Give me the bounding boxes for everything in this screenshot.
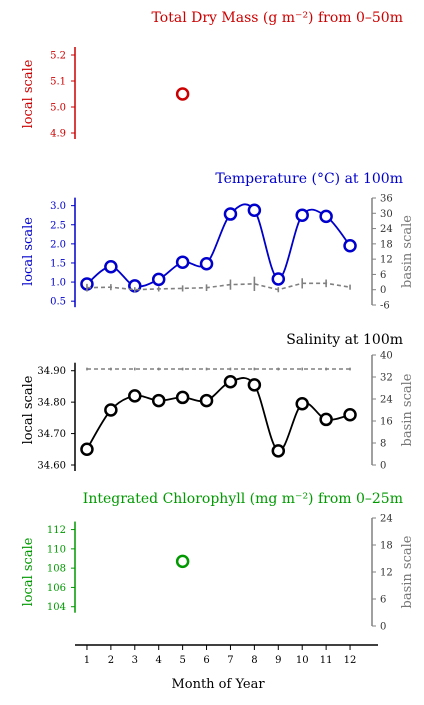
local-series-line	[86, 203, 351, 288]
left-y-tick-label: 34.70	[37, 429, 66, 440]
right-y-tick-label: 18	[380, 541, 393, 552]
left-y-tick-label: 0.5	[50, 297, 66, 308]
right-y-tick-label: 0	[380, 622, 386, 633]
data-point	[199, 256, 214, 271]
data-point	[104, 260, 118, 274]
data-point	[271, 272, 286, 286]
left-y-tick-label: 34.90	[37, 366, 66, 377]
right-y-tick-label: 18	[380, 239, 393, 250]
data-point	[175, 554, 190, 569]
left-y-axis-label: local scale	[21, 375, 36, 444]
local-series-line	[86, 377, 351, 452]
right-y-tick-label: 6	[380, 595, 386, 606]
data-point	[104, 403, 118, 417]
panel-title: Salinity at 100m	[286, 332, 403, 348]
x-tick-label: 1	[84, 655, 90, 666]
right-y-tick-label: 30	[380, 209, 393, 220]
left-y-axis-label: local scale	[21, 537, 36, 606]
right-y-axis-label: basin scale	[400, 215, 415, 288]
left-y-tick-label: 5.0	[50, 103, 66, 114]
left-y-tick-label: 4.9	[50, 129, 66, 140]
data-point	[223, 374, 238, 389]
data-point	[271, 444, 286, 458]
right-y-tick-label: 16	[380, 417, 393, 428]
right-y-tick-label: 24	[380, 514, 393, 525]
x-tick-label: 2	[108, 655, 114, 666]
right-y-tick-label: 32	[380, 373, 393, 384]
left-y-tick-label: 2.5	[50, 220, 66, 231]
left-y-tick-label: 1.0	[50, 278, 66, 289]
left-y-tick-label: 5.2	[50, 51, 66, 62]
data-point	[343, 407, 357, 422]
left-y-axis-label: local scale	[21, 59, 36, 128]
data-point	[80, 442, 94, 457]
data-point	[175, 255, 190, 269]
right-y-axis-label: basin scale	[400, 373, 415, 446]
right-y-tick-label: 24	[380, 395, 393, 406]
left-y-tick-label: 108	[47, 564, 66, 575]
right-y-tick-label: 0	[380, 285, 386, 296]
right-y-tick-label: 12	[380, 568, 393, 579]
x-tick-label: 12	[344, 655, 357, 666]
x-tick-label: 4	[156, 655, 162, 666]
x-tick-label: 7	[227, 655, 233, 666]
left-y-tick-label: 2.0	[50, 239, 66, 250]
data-point	[175, 87, 190, 101]
right-y-axis-label: basin scale	[400, 535, 415, 608]
x-tick-label: 8	[251, 655, 257, 666]
data-point	[175, 390, 190, 405]
data-point	[319, 209, 333, 224]
right-y-tick-label: 0	[380, 461, 386, 472]
right-y-tick-label: 24	[380, 224, 393, 235]
right-y-tick-label: 6	[380, 270, 386, 281]
data-point	[247, 203, 262, 217]
data-point	[295, 396, 309, 411]
left-y-tick-label: 106	[47, 583, 66, 594]
left-y-tick-label: 3.0	[50, 201, 66, 212]
data-point	[247, 378, 262, 392]
left-y-tick-label: 104	[47, 602, 66, 613]
data-point	[319, 412, 333, 427]
left-y-tick-label: 34.60	[37, 461, 66, 472]
basin-series-line	[86, 282, 351, 291]
x-tick-label: 10	[296, 655, 309, 666]
data-point	[343, 239, 357, 253]
x-axis-label: Month of Year	[171, 677, 265, 692]
right-y-tick-label: 36	[380, 194, 393, 205]
x-tick-label: 6	[203, 655, 209, 666]
data-point	[128, 389, 142, 403]
x-tick-label: 11	[320, 655, 333, 666]
left-y-tick-label: 5.1	[50, 77, 66, 88]
left-y-tick-label: 1.5	[50, 258, 66, 269]
data-point	[151, 272, 166, 287]
right-y-tick-label: 12	[380, 255, 393, 266]
data-point	[199, 393, 214, 408]
x-tick-label: 3	[132, 655, 138, 666]
data-point	[151, 393, 166, 408]
left-y-axis-label: local scale	[21, 217, 36, 286]
panel-title: Integrated Chlorophyll (mg m⁻²) from 0–2…	[83, 491, 403, 507]
panel-title: Total Dry Mass (g m⁻²) from 0–50m	[152, 10, 403, 26]
panel-title: Temperature (°C) at 100m	[215, 171, 403, 187]
right-y-tick-label: 40	[380, 351, 393, 362]
x-tick-label: 5	[179, 655, 185, 666]
data-point	[295, 208, 309, 222]
right-y-tick-label: -6	[380, 301, 390, 312]
left-y-tick-label: 112	[47, 525, 66, 536]
left-y-tick-label: 34.80	[37, 398, 66, 409]
right-y-tick-label: 8	[380, 439, 386, 450]
data-point	[223, 207, 238, 221]
x-tick-label: 9	[275, 655, 281, 666]
left-y-tick-label: 110	[47, 544, 66, 555]
